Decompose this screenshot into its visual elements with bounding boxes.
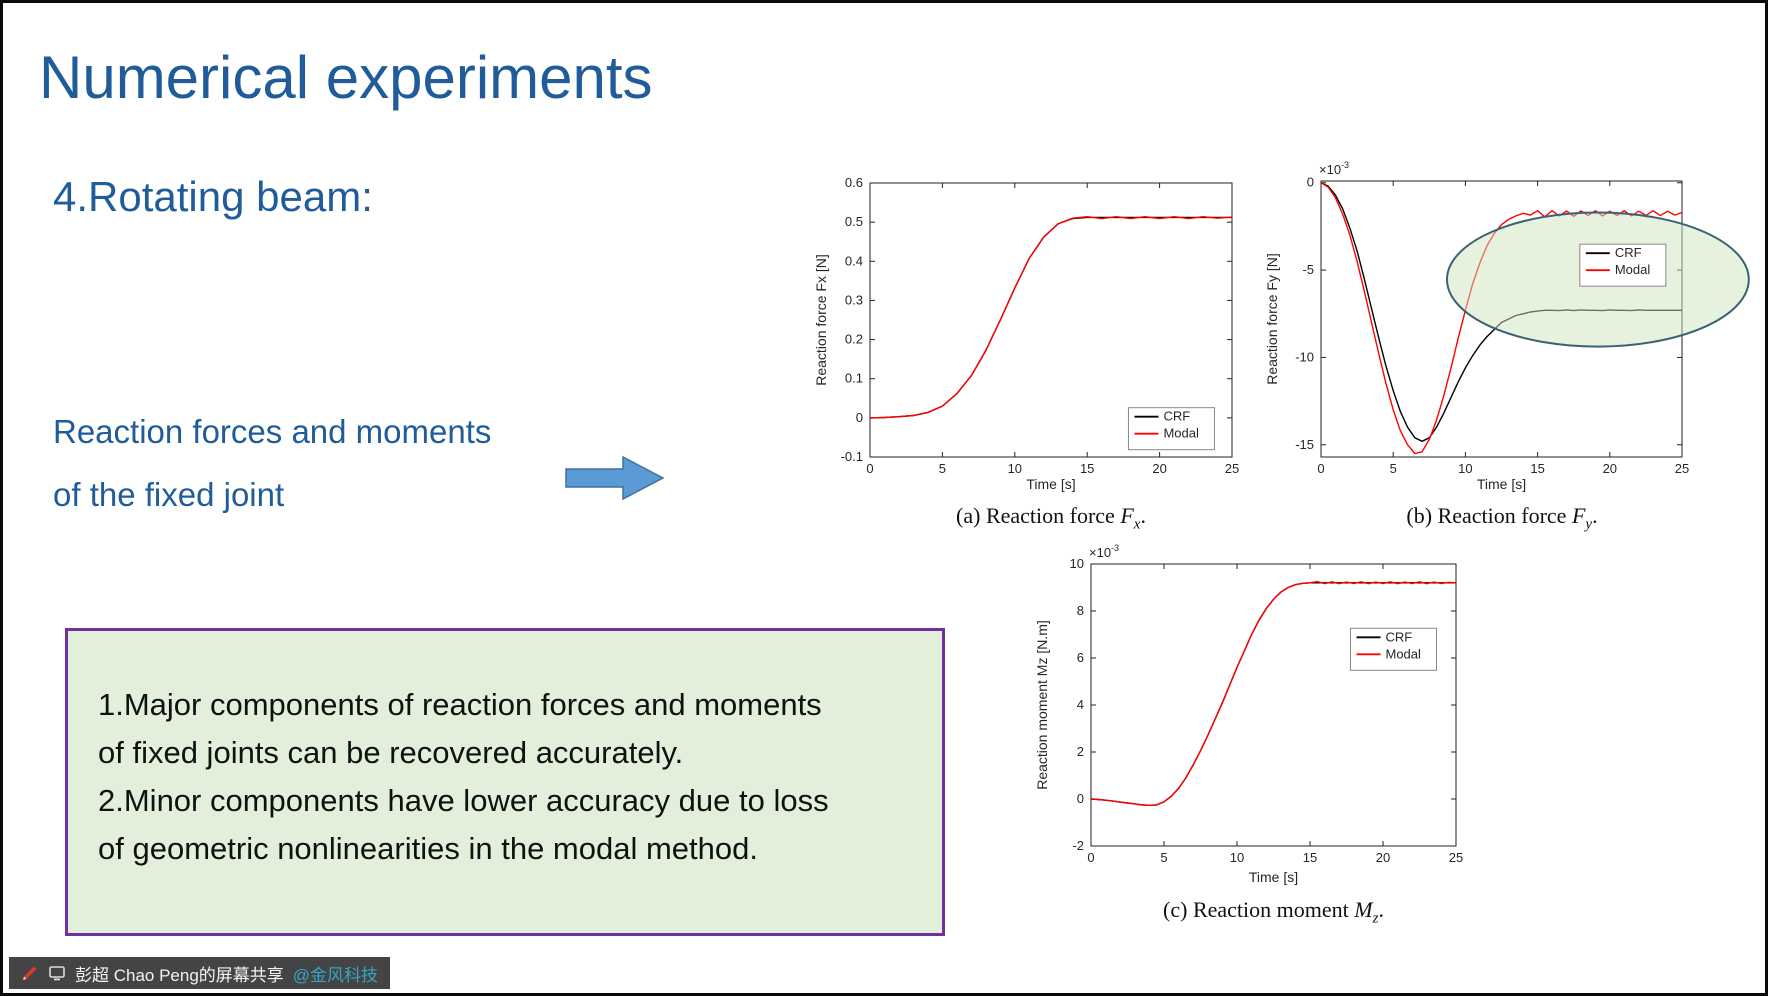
svg-text:0.4: 0.4 [845,253,863,268]
share-bar-watermark: @金风科技 [292,965,379,985]
lead-line-2: of the fixed joint [53,475,285,513]
svg-text:CRF: CRF [1386,629,1413,644]
monitor-icon [49,966,65,981]
svg-text:0: 0 [856,410,863,425]
svg-text:10: 10 [1230,850,1244,865]
chart-reaction-force-fy: 0 5 10 15 20 25 0 -5 -10 -15 Time [s] Reaction forc… [1264,160,1750,492]
svg-text:5: 5 [1160,850,1167,865]
svg-text:25: 25 [1675,461,1689,476]
svg-text:0.3: 0.3 [845,292,863,307]
svg-text:8: 8 [1077,603,1084,618]
right-arrow-icon [565,455,665,501]
svg-text:15: 15 [1530,461,1544,476]
svg-text:4: 4 [1077,697,1084,712]
pen-icon [23,966,37,980]
svg-text:Modal: Modal [1386,646,1422,661]
chart-caption-a: (a) Reaction force Fx. [956,503,1146,533]
svg-text:Reaction moment Mz [N.m]: Reaction moment Mz [N.m] [1034,620,1050,790]
svg-text:Modal: Modal [1163,426,1199,441]
svg-text:10: 10 [1458,461,1472,476]
svg-text:0: 0 [1317,461,1324,476]
svg-text:-10: -10 [1295,349,1314,364]
note-line: of geometric nonlinearities in the modal… [98,831,758,867]
svg-text:0: 0 [1077,791,1084,806]
svg-text:CRF: CRF [1163,409,1190,424]
page-title: Numerical experiments [39,44,653,111]
svg-text:10: 10 [1070,556,1084,571]
svg-text:20: 20 [1376,850,1390,865]
svg-text:Reaction force Fx [N]: Reaction force Fx [N] [813,254,829,386]
chart-caption-b: (b) Reaction force Fy. [1406,503,1598,533]
svg-text:0: 0 [866,461,873,476]
svg-text:-15: -15 [1295,437,1314,452]
share-bar-label: 彭超 Chao Peng的屏幕共享 [75,965,284,985]
svg-text:10: 10 [1008,461,1022,476]
svg-text:0.5: 0.5 [845,214,863,229]
lead-line-1: Reaction forces and moments [53,413,492,450]
svg-text:2: 2 [1077,744,1084,759]
svg-text:Modal: Modal [1615,262,1651,277]
section-heading: 4.Rotating beam: [53,173,373,220]
svg-text:-5: -5 [1302,262,1314,277]
svg-text:-0.1: -0.1 [841,449,863,464]
svg-text:Time [s]: Time [s] [1249,869,1298,885]
svg-text:0: 0 [1307,175,1314,190]
svg-text:5: 5 [1390,461,1397,476]
svg-text:0.6: 0.6 [845,175,863,190]
svg-text:0.1: 0.1 [845,371,863,386]
svg-text:5: 5 [939,461,946,476]
svg-text:20: 20 [1603,461,1617,476]
svg-text:×10-3: ×10-3 [1089,543,1119,560]
svg-text:15: 15 [1303,850,1317,865]
svg-text:25: 25 [1225,461,1239,476]
svg-text:Time [s]: Time [s] [1477,476,1526,492]
svg-text:15: 15 [1080,461,1094,476]
svg-text:CRF: CRF [1615,245,1642,260]
svg-text:6: 6 [1077,650,1084,665]
svg-text:25: 25 [1449,850,1463,865]
svg-text:20: 20 [1152,461,1166,476]
svg-text:0.2: 0.2 [845,332,863,347]
svg-text:0: 0 [1087,850,1094,865]
note-line: of fixed joints can be recovered accurat… [98,735,684,771]
svg-text:×10-3: ×10-3 [1319,160,1349,177]
svg-text:-2: -2 [1072,838,1084,853]
note-line: 2.Minor components have lower accuracy d… [98,783,829,819]
lead-text: Reaction forces and moments of the fixed… [53,401,491,526]
svg-text:Reaction force Fy [N]: Reaction force Fy [N] [1264,253,1280,385]
screen-share-bar[interactable]: 彭超 Chao Peng的屏幕共享 @金风科技 [9,957,391,989]
note-line: 1.Major components of reaction forces an… [98,687,822,722]
summary-note-box: 1.Major components of reaction forces an… [65,628,945,936]
svg-text:Time [s]: Time [s] [1026,476,1075,492]
chart-caption-c: (c) Reaction moment Mz. [1163,897,1384,927]
